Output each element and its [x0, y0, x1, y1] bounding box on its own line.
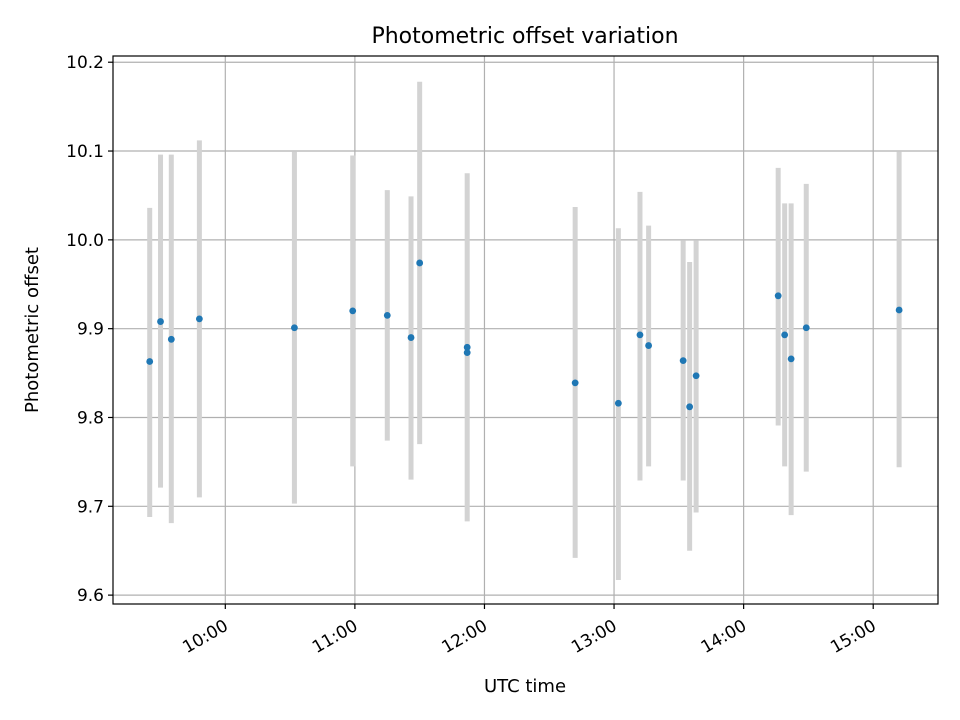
y-tick-label: 10.1	[66, 142, 104, 162]
axis-ticks: 9.69.79.89.910.010.110.210:00 11:00 12:00 1…	[66, 53, 880, 658]
data-point	[787, 355, 795, 363]
y-tick-label: 9.8	[77, 408, 104, 428]
data-point	[157, 318, 164, 325]
data-point	[416, 259, 424, 267]
y-tick-label: 10.2	[66, 53, 104, 73]
plot-frame	[112, 55, 939, 605]
data-point	[679, 357, 687, 365]
data-point	[802, 324, 810, 332]
grid-lines	[113, 56, 938, 604]
data-point	[146, 358, 154, 365]
y-tick-label: 9.6	[77, 586, 104, 606]
y-axis-label: Photometric offset	[22, 247, 43, 413]
data-point	[895, 306, 903, 314]
data-point	[636, 331, 644, 339]
data-point	[463, 349, 471, 357]
data-point	[774, 292, 782, 300]
data-point	[614, 399, 622, 407]
y-tick-label: 10.0	[66, 231, 104, 251]
data-point	[645, 342, 653, 349]
data-point	[686, 403, 694, 411]
y-tick-label: 9.7	[77, 497, 104, 517]
data-point	[383, 311, 391, 319]
x-axis-label: UTC time	[484, 676, 566, 697]
y-tick-label: 9.9	[77, 320, 104, 340]
data-point	[167, 335, 175, 343]
chart-title: Photometric offset variation	[371, 24, 678, 49]
data-point	[291, 324, 298, 332]
data-point	[692, 372, 700, 380]
data-point	[781, 331, 789, 339]
data-point	[349, 307, 357, 315]
data-point	[195, 315, 203, 323]
data-points	[146, 259, 903, 411]
data-point	[407, 334, 415, 341]
data-point	[463, 343, 471, 351]
data-point	[571, 379, 579, 387]
